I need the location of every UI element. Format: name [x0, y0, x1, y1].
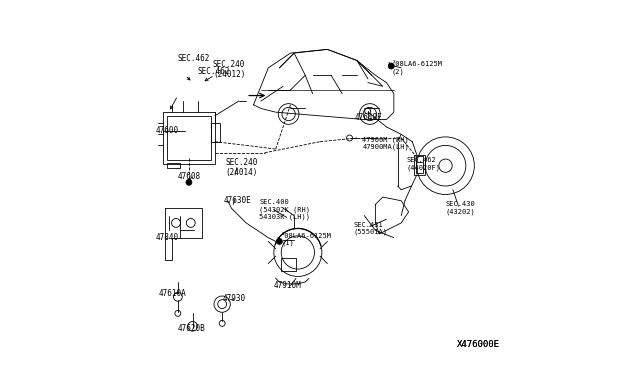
Bar	[163, 112, 215, 164]
Text: 47900M (RH): 47900M (RH)	[362, 137, 409, 143]
Bar	[281, 258, 296, 271]
Text: SEC.240
(24014): SEC.240 (24014)	[226, 158, 258, 177]
Text: SEC.462
(44020F): SEC.462 (44020F)	[407, 157, 441, 171]
Circle shape	[186, 179, 192, 185]
Text: 47610A: 47610A	[158, 289, 186, 298]
Text: SEC.462: SEC.462	[197, 67, 230, 76]
Text: 47930: 47930	[222, 294, 245, 303]
Text: 47640E: 47640E	[355, 113, 383, 122]
Text: 47620B: 47620B	[178, 324, 205, 333]
Text: 47608: 47608	[178, 172, 201, 181]
Circle shape	[388, 63, 394, 69]
Text: ³08LA6-6125M
(1): ³08LA6-6125M (1)	[281, 233, 332, 246]
Circle shape	[276, 238, 282, 244]
Bar	[416, 157, 424, 173]
Text: SEC.431
(55501A): SEC.431 (55501A)	[353, 222, 387, 235]
Text: 47600: 47600	[156, 126, 179, 135]
Bar	[414, 155, 425, 175]
Text: 47840: 47840	[156, 233, 179, 242]
Bar	[211, 123, 220, 142]
Bar	[167, 116, 211, 160]
Text: SEC.430
(43202): SEC.430 (43202)	[445, 201, 476, 215]
Text: 47910M: 47910M	[274, 281, 301, 290]
Text: 47630E: 47630E	[224, 196, 252, 205]
Text: SEC.240
(24012): SEC.240 (24012)	[213, 60, 245, 79]
Bar	[167, 163, 180, 167]
Text: ³: ³	[276, 238, 280, 244]
Text: X476000E: X476000E	[456, 340, 500, 349]
Text: 47900MA(LH): 47900MA(LH)	[362, 144, 409, 151]
Text: SEC.400
(54302K (RH)
54303K (LH)): SEC.400 (54302K (RH) 54303K (LH))	[259, 199, 310, 221]
Text: SEC.462: SEC.462	[178, 54, 210, 63]
Text: ³: ³	[387, 62, 392, 68]
Text: X476000E: X476000E	[456, 340, 500, 349]
Text: ³08LA6-6125M
(2): ³08LA6-6125M (2)	[392, 61, 443, 75]
